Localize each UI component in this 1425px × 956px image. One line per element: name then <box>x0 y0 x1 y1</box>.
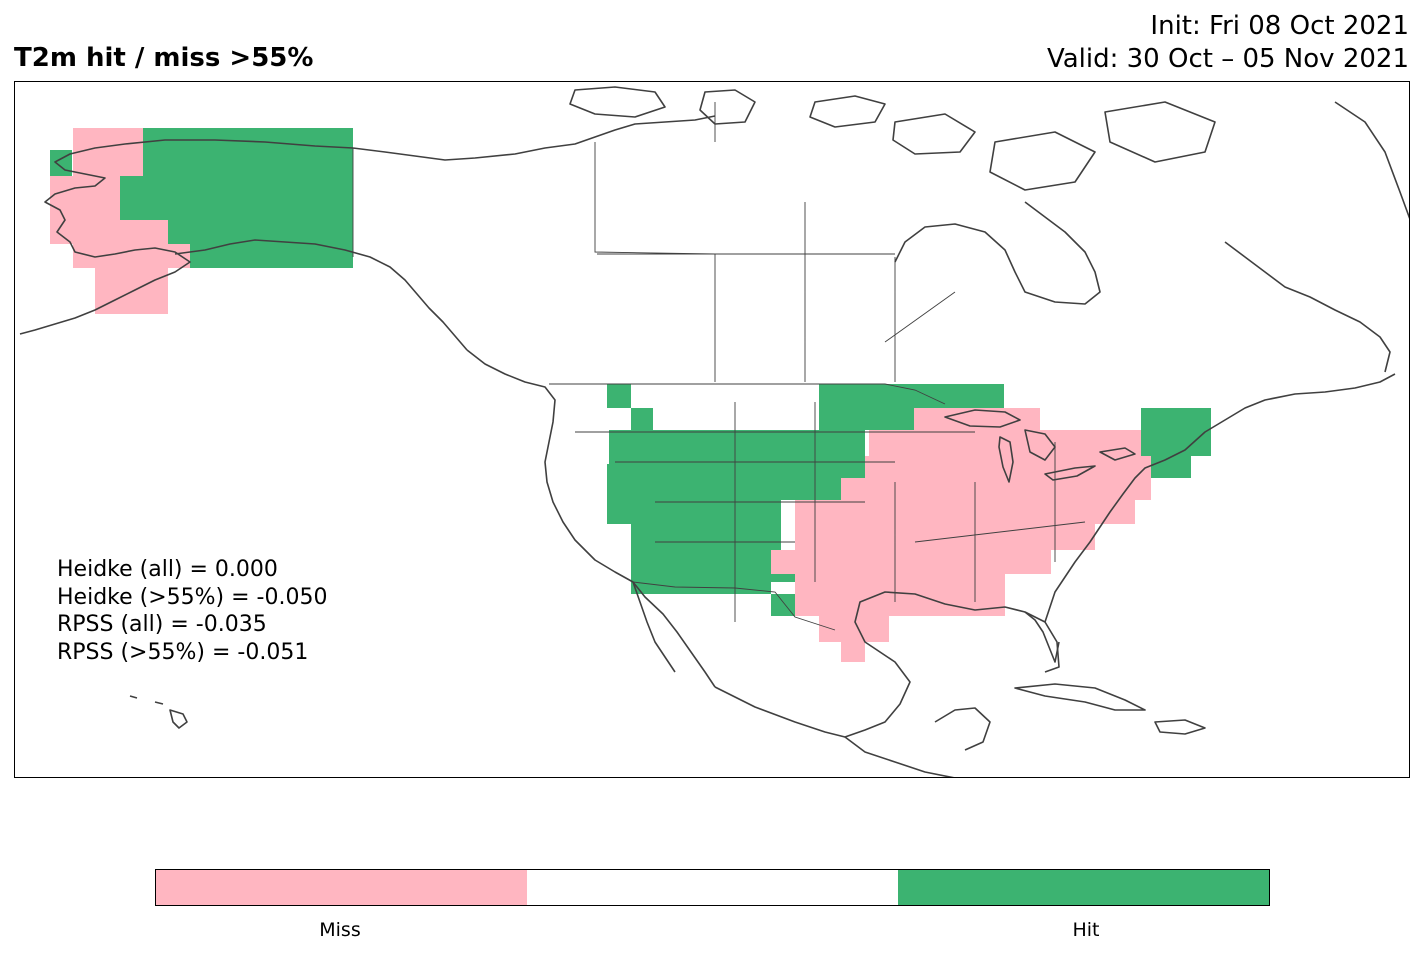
political-borders <box>352 102 1086 631</box>
hit-cell <box>781 430 865 456</box>
miss-cell <box>1004 408 1040 430</box>
hit-cell <box>607 384 631 408</box>
lake-superior <box>944 409 1021 428</box>
gulf-coast <box>714 591 1060 738</box>
hit-cell <box>655 570 771 594</box>
miss-cell <box>841 642 865 662</box>
skill-scores: Heidke (all) = 0.000 Heidke (>55%) = -0.… <box>57 556 327 666</box>
yucatan <box>934 707 991 751</box>
central-america <box>844 736 955 777</box>
us-mexico-border <box>632 581 836 631</box>
hit-cell <box>190 244 213 268</box>
hit-cell <box>1151 456 1191 478</box>
miss-cell <box>925 574 1005 598</box>
hit-cell <box>607 464 701 524</box>
greenland-edge <box>1334 101 1409 219</box>
miss-cell <box>50 176 120 220</box>
province-lines <box>594 102 956 382</box>
hit-cell <box>609 430 701 464</box>
miss-cell <box>50 220 168 244</box>
lake-michigan <box>998 436 1014 483</box>
miss-cell <box>771 550 1051 574</box>
miss-cell <box>1115 500 1135 524</box>
colorbar-miss <box>156 870 527 905</box>
baja-coast <box>632 581 676 673</box>
hit-cell <box>701 478 781 524</box>
hit-cell <box>631 408 653 432</box>
map-canvas <box>19 86 1409 777</box>
colorbar-hit-label: Hit <box>1072 919 1100 941</box>
miss-cell <box>795 596 1005 616</box>
hit-cell <box>1141 408 1211 430</box>
miss-cell <box>795 500 1115 524</box>
us-canada-border <box>549 383 946 405</box>
lake-huron <box>1024 429 1056 461</box>
map-title: T2m hit / miss >55% <box>14 43 314 73</box>
hit-cell <box>819 384 1004 408</box>
valid-range: Valid: 30 Oct – 05 Nov 2021 <box>1046 44 1409 74</box>
miss-cell <box>73 150 143 176</box>
rpss-all: RPSS (all) = -0.035 <box>57 612 267 637</box>
colorbar <box>155 869 1270 906</box>
hit-cell <box>1141 430 1211 456</box>
colorbar-miss-label: Miss <box>319 919 361 941</box>
florida <box>1024 611 1060 663</box>
arctic-island-4 <box>892 113 976 155</box>
east-coast <box>1044 373 1396 623</box>
miss-cell <box>819 616 889 642</box>
colorbar-neutral <box>527 870 898 905</box>
miss-cell <box>168 244 190 268</box>
canada-north-coast <box>352 115 716 161</box>
heidke-55: Heidke (>55%) = -0.050 <box>57 584 328 610</box>
cuba <box>1014 683 1146 711</box>
heidke-all: Heidke (all) = 0.000 <box>57 557 278 582</box>
miss-cell <box>914 408 1004 430</box>
miss-cell <box>95 292 168 314</box>
state-lines <box>575 402 1086 622</box>
date-info: Init: Fri 08 Oct 2021 Valid: 30 Oct – 05… <box>1047 10 1409 76</box>
alaska-south-coast <box>174 239 468 351</box>
hudson-bay <box>894 201 1101 305</box>
pacific-coast <box>466 349 716 688</box>
hit-cell <box>120 176 143 220</box>
arctic-island-5 <box>989 131 1096 191</box>
alaska-coast <box>19 139 354 335</box>
miss-cell <box>795 524 1095 550</box>
arctic-island-2 <box>699 89 756 125</box>
hawaii <box>129 695 188 729</box>
hit-cell <box>819 408 914 430</box>
arctic-island-1 <box>569 86 666 118</box>
map-panel <box>14 81 1410 778</box>
miss-cell <box>841 478 1151 500</box>
miss-cell <box>869 430 1069 456</box>
arctic-island-3 <box>809 95 886 128</box>
lake-erie <box>1044 465 1096 481</box>
lake-ontario <box>1099 447 1136 461</box>
init-date: Init: Fri 08 Oct 2021 <box>1150 11 1409 41</box>
labrador-coast <box>1224 241 1391 373</box>
rpss-55: RPSS (>55%) = -0.051 <box>57 639 309 665</box>
arctic-island-6 <box>1104 101 1216 163</box>
hispaniola <box>1154 719 1206 735</box>
miss-cell <box>1069 430 1149 456</box>
coastlines <box>19 86 1409 777</box>
miss-cell <box>795 574 925 596</box>
colorbar-hit <box>898 870 1269 905</box>
hit-cell <box>771 594 795 616</box>
